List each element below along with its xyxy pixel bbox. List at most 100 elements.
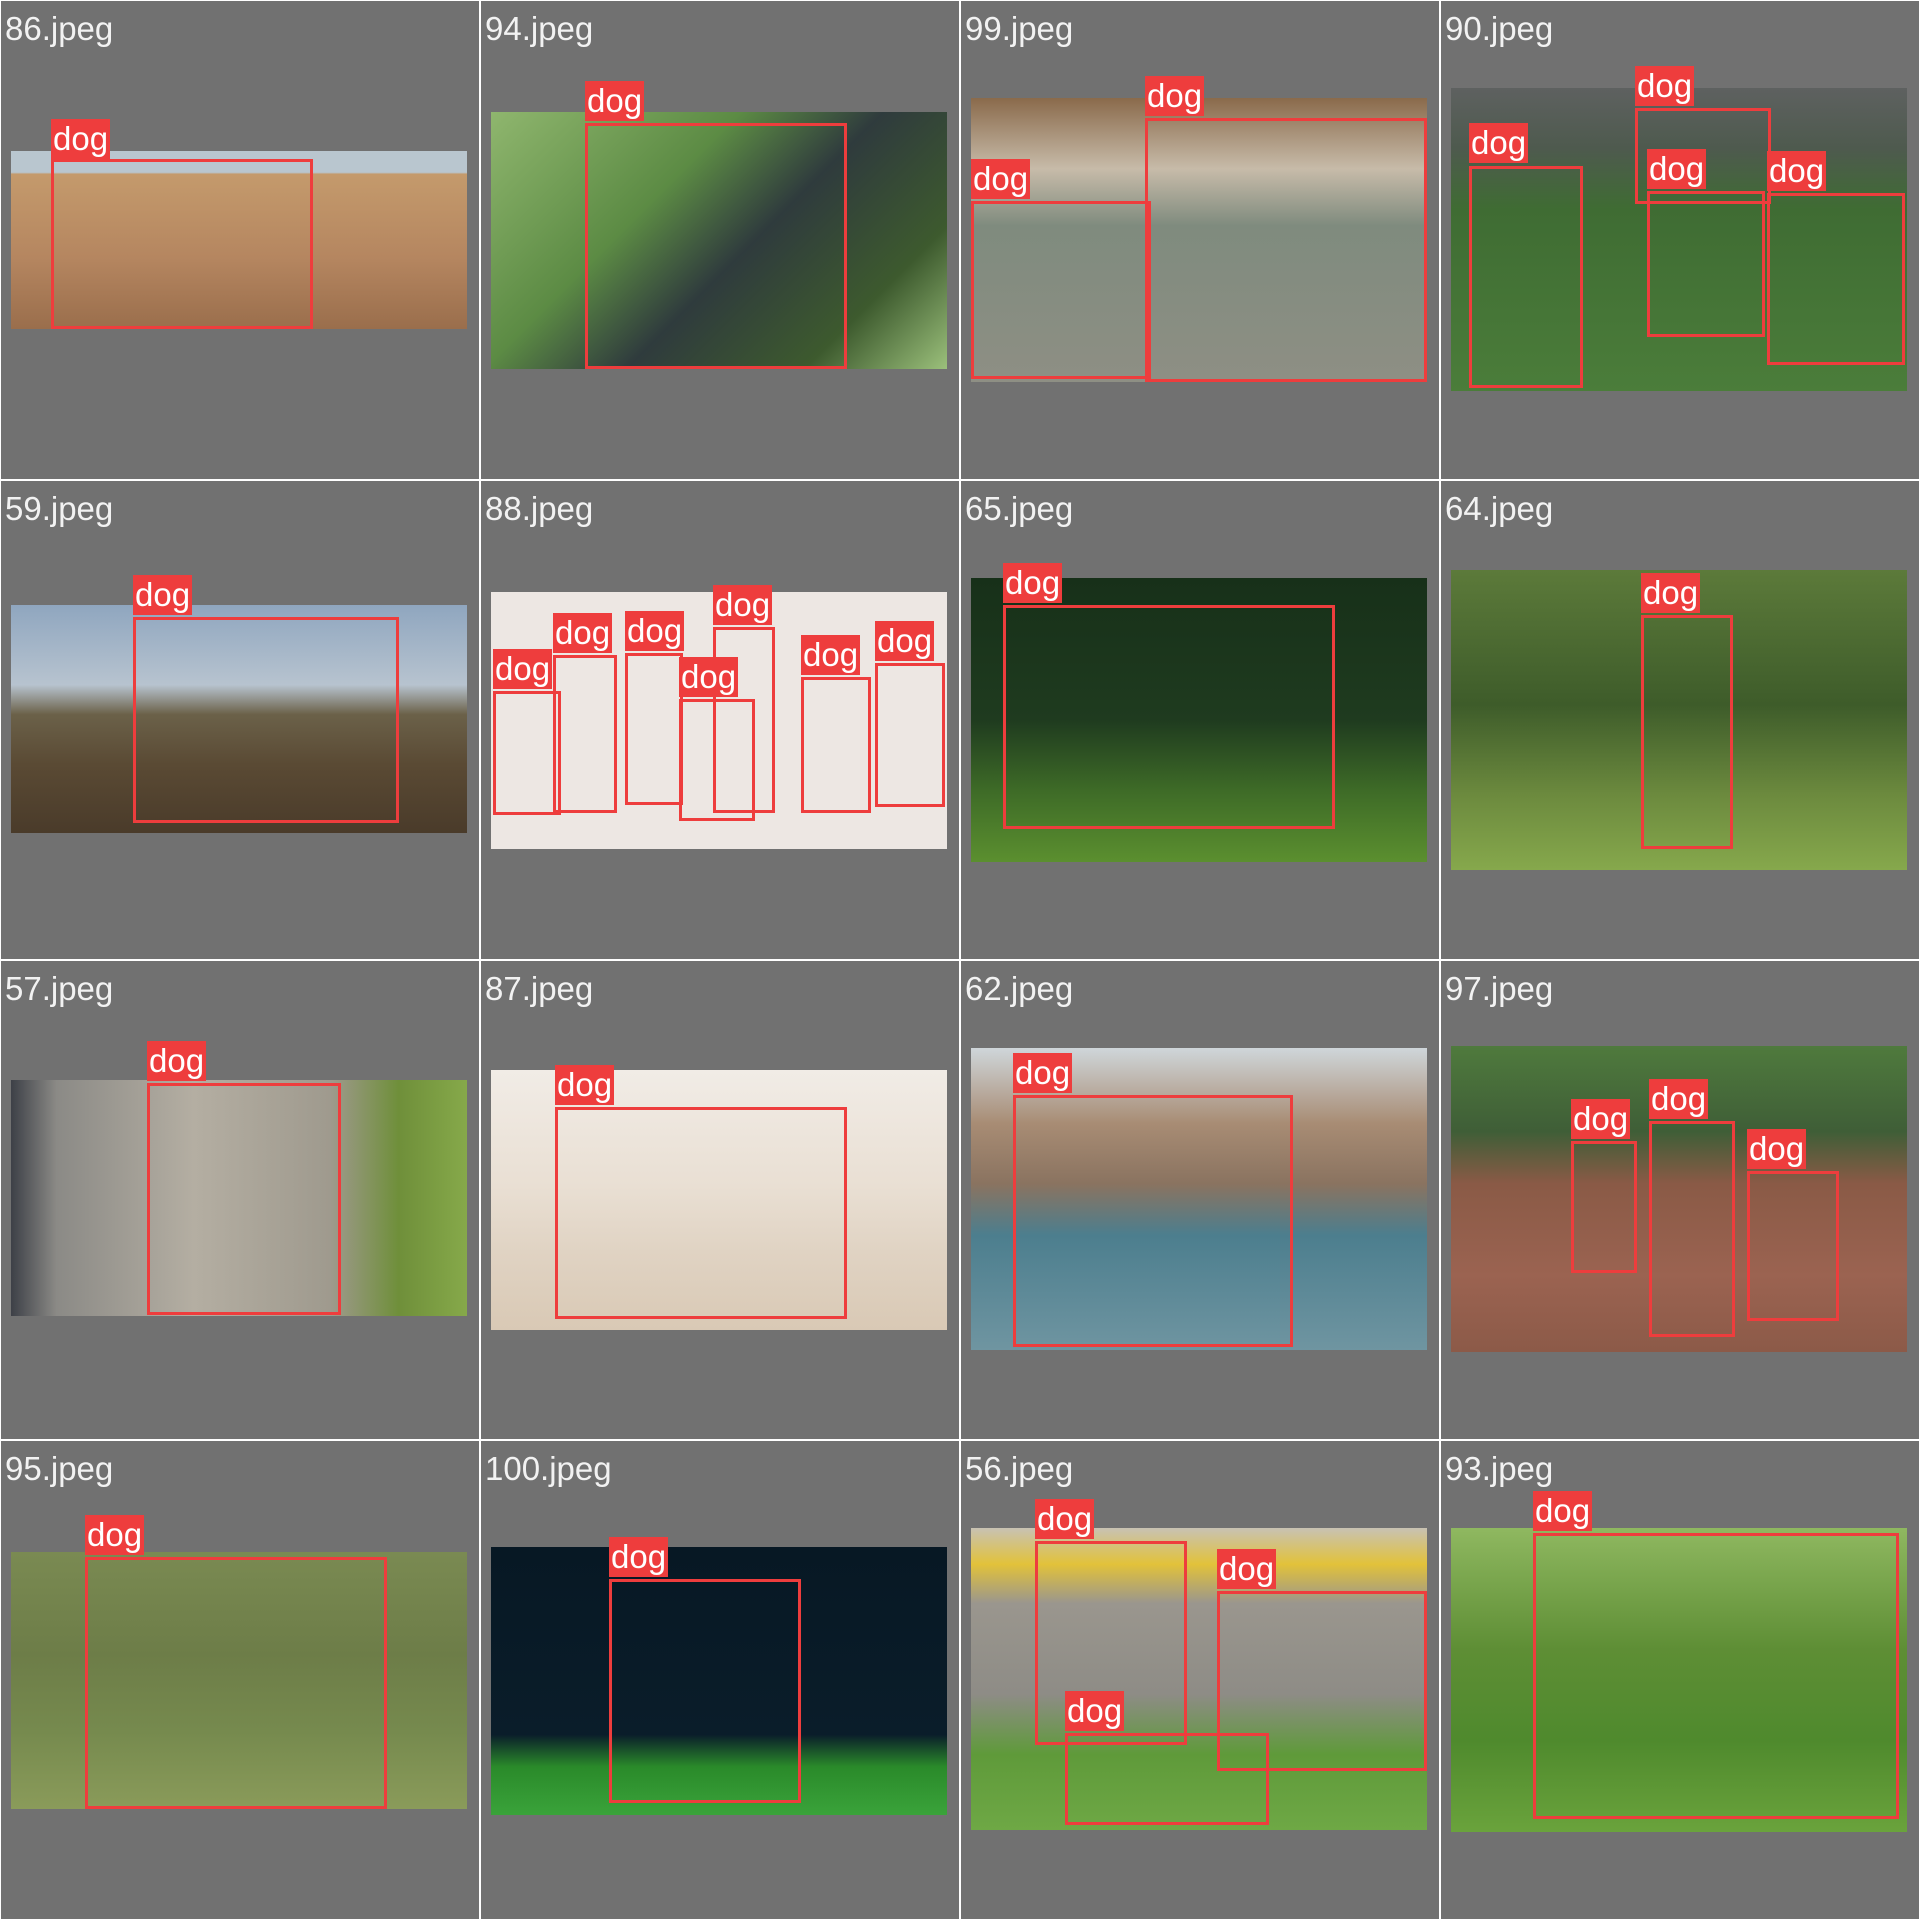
dog-photo xyxy=(971,1528,1427,1830)
detection-box xyxy=(1747,1171,1839,1321)
image-tile: 99.jpeg dog dog xyxy=(961,1,1439,479)
image-tile: 95.jpeg dog xyxy=(1,1441,479,1919)
dog-photo xyxy=(491,1070,947,1330)
image-tile: 93.jpeg dog xyxy=(1441,1441,1919,1919)
detection-box xyxy=(51,159,313,329)
filename-label: 88.jpeg xyxy=(485,490,594,527)
image-tile: 90.jpeg dog dog dog dog xyxy=(1441,1,1919,479)
detection-box xyxy=(609,1579,801,1803)
detection-label: dog xyxy=(1635,66,1695,106)
detection-box xyxy=(555,1107,847,1319)
filename-label: 64.jpeg xyxy=(1445,490,1554,527)
detection-label: dog xyxy=(1647,149,1707,189)
detection-label: dog xyxy=(609,1537,669,1577)
detection-label: dog xyxy=(1003,563,1063,603)
filename-label: 87.jpeg xyxy=(485,970,594,1007)
detection-label: dog xyxy=(85,1515,145,1555)
detection-label: dog xyxy=(51,119,111,159)
detection-box xyxy=(1035,1541,1187,1745)
dog-photo xyxy=(11,1080,467,1316)
dog-photo xyxy=(491,112,947,369)
detection-box xyxy=(147,1083,341,1315)
filename-label: 93.jpeg xyxy=(1445,1450,1554,1487)
detection-label: dog xyxy=(585,81,645,121)
detection-box xyxy=(875,663,945,807)
filename-label: 95.jpeg xyxy=(5,1450,114,1487)
detection-label: dog xyxy=(1649,1079,1709,1119)
detection-box xyxy=(1469,166,1583,388)
filename-label: 94.jpeg xyxy=(485,10,594,47)
image-tile: 64.jpeg dog xyxy=(1441,481,1919,959)
detection-label: dog xyxy=(493,649,553,689)
detection-box xyxy=(1145,118,1427,382)
dog-photo xyxy=(491,1547,947,1815)
dog-photo xyxy=(1451,1528,1907,1832)
filename-label: 90.jpeg xyxy=(1445,10,1554,47)
detection-label: dog xyxy=(625,611,685,651)
image-tile: 65.jpeg dog xyxy=(961,481,1439,959)
detection-label: dog xyxy=(1747,1129,1807,1169)
image-tile: 88.jpeg dog dog dog dog dog dog dog xyxy=(481,481,959,959)
detection-box xyxy=(493,691,561,815)
detection-label: dog xyxy=(1571,1099,1631,1139)
detection-box xyxy=(625,653,683,805)
image-tile: 86.jpeg dog xyxy=(1,1,479,479)
detection-box xyxy=(133,617,399,823)
filename-label: 97.jpeg xyxy=(1445,970,1554,1007)
image-tile: 57.jpeg dog xyxy=(1,961,479,1439)
dog-photo xyxy=(971,1048,1427,1350)
detection-label: dog xyxy=(1641,573,1701,613)
detection-box xyxy=(1533,1533,1899,1819)
detection-label: dog xyxy=(1767,151,1827,191)
image-tile: 59.jpeg dog xyxy=(1,481,479,959)
filename-label: 100.jpeg xyxy=(485,1450,612,1487)
detection-box xyxy=(553,655,617,813)
detection-box xyxy=(1571,1141,1637,1273)
detection-label: dog xyxy=(875,621,935,661)
detection-label: dog xyxy=(713,585,773,625)
detection-label: dog xyxy=(147,1041,207,1081)
detection-label: dog xyxy=(1065,1691,1125,1731)
filename-label: 59.jpeg xyxy=(5,490,114,527)
detection-label: dog xyxy=(553,613,613,653)
detection-label: dog xyxy=(1217,1549,1277,1589)
dog-photo xyxy=(11,605,467,833)
detection-box xyxy=(585,123,847,369)
detection-box xyxy=(971,201,1151,379)
detection-box xyxy=(1013,1095,1293,1347)
detection-label: dog xyxy=(1145,76,1205,116)
image-tile: 97.jpeg dog dog dog xyxy=(1441,961,1919,1439)
filename-label: 57.jpeg xyxy=(5,970,114,1007)
detection-label: dog xyxy=(1533,1491,1593,1531)
image-tile: 87.jpeg dog xyxy=(481,961,959,1439)
detection-box xyxy=(1767,193,1905,365)
detection-label: dog xyxy=(1013,1053,1073,1093)
filename-label: 65.jpeg xyxy=(965,490,1074,527)
detection-box xyxy=(85,1557,387,1809)
image-tile: 56.jpeg dog dog dog xyxy=(961,1441,1439,1919)
detection-box xyxy=(1065,1733,1269,1825)
detection-label: dog xyxy=(133,575,193,615)
detection-label: dog xyxy=(971,159,1031,199)
dog-photo xyxy=(11,151,467,329)
detection-label: dog xyxy=(1469,123,1529,163)
dog-photo xyxy=(1451,570,1907,870)
detection-label: dog xyxy=(679,657,739,697)
detection-box xyxy=(679,699,755,821)
image-tile: 100.jpeg dog xyxy=(481,1441,959,1919)
detection-box xyxy=(713,627,775,813)
image-tile: 94.jpeg dog xyxy=(481,1,959,479)
dog-photo xyxy=(971,98,1427,382)
detection-box xyxy=(1003,605,1335,829)
detection-label: dog xyxy=(801,635,861,675)
filename-label: 86.jpeg xyxy=(5,10,114,47)
filename-label: 99.jpeg xyxy=(965,10,1074,47)
detection-box xyxy=(1649,1121,1735,1337)
filename-label: 62.jpeg xyxy=(965,970,1074,1007)
detection-box xyxy=(1647,191,1765,337)
dog-photo xyxy=(971,578,1427,862)
image-tile: 62.jpeg dog xyxy=(961,961,1439,1439)
detection-box xyxy=(1641,615,1733,849)
detection-box xyxy=(801,677,871,813)
